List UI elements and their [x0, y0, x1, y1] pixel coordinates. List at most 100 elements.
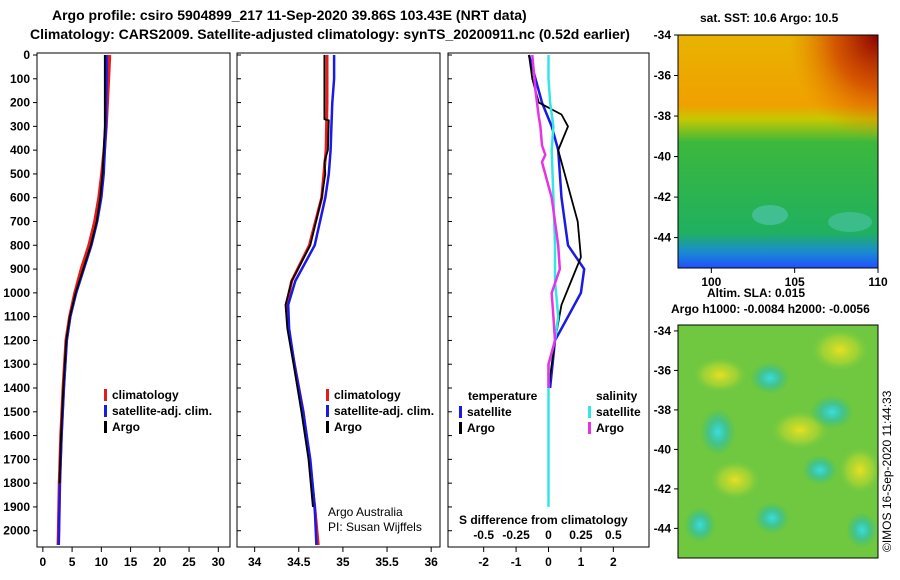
salinity-axis: 34 34.5 35 35.5 36 [237, 54, 438, 569]
legend-climatology: climatology [334, 388, 401, 402]
depth-tick-label: 200 [10, 96, 30, 110]
lat-tick-label: -36 [654, 363, 672, 377]
sla-frame [677, 324, 879, 559]
series-line-temperature-satellite [527, 54, 586, 389]
legend-temperature-heading: temperature [468, 389, 538, 403]
sla-high-patch [709, 460, 761, 500]
legend-t-satellite-swatch [459, 406, 462, 418]
legend-s-satellite-swatch [588, 406, 591, 418]
salinity-series [284, 55, 336, 546]
lat-tick-label: -38 [654, 403, 672, 417]
difference-tick-label: -2 [478, 555, 489, 569]
sla-low-patch [802, 455, 838, 485]
depth-tick-label: 2000 [3, 524, 30, 538]
sst-frame [677, 34, 879, 269]
legend-s-satellite: satellite [596, 405, 641, 419]
sla-low-patch [846, 512, 878, 548]
temperature-tick-label: 15 [124, 555, 138, 569]
temperature-series [56, 54, 112, 546]
annotation-pi: PI: Susan Wijffels [328, 520, 422, 534]
difference-tick-label: 1 [578, 555, 585, 569]
series-line-temperature-argo [528, 54, 582, 389]
depth-tick-label: 1400 [3, 381, 30, 395]
sla-high-patch [810, 328, 870, 372]
depth-tick-label: 500 [10, 167, 30, 181]
temperature-tick-label: 5 [69, 555, 76, 569]
legend-t-argo-swatch [459, 422, 462, 434]
series-line-argo [58, 55, 106, 484]
temperature-legend: climatology satellite-adj. clim. Argo [104, 388, 212, 434]
lat-tick-label: -38 [654, 109, 672, 123]
legend-climatology-swatch [326, 389, 329, 401]
salinity-difference-tick-label: 0.5 [605, 528, 622, 542]
imos-credit: ©IMOS 16-Sep-2020 11:44:33 [880, 390, 894, 552]
sla-lat-axis: -34 -36 -38 -40 -42 -44 [654, 324, 678, 535]
salinity-tick-label: 36 [424, 555, 438, 569]
depth-tick-label: 1700 [3, 452, 30, 466]
salinity-tick-label: 35.5 [375, 555, 399, 569]
legend-climatology: climatology [112, 388, 179, 402]
difference-tick-label: 2 [610, 555, 617, 569]
sst-warm-corner [678, 35, 878, 268]
legend-salinity-heading: salinity [596, 389, 638, 403]
temperature-tick-label: 25 [182, 555, 196, 569]
difference-caption: S difference from climatology [459, 513, 628, 527]
lon-tick-label: 105 [785, 275, 805, 289]
lat-tick-label: -42 [654, 190, 672, 204]
sst-map [677, 34, 879, 269]
lat-tick-label: -40 [654, 442, 672, 456]
salinity-tick-label: 34 [248, 555, 262, 569]
legend-satellite-swatch [326, 405, 329, 417]
depth-tick-label: 600 [10, 191, 30, 205]
salinity-difference-tick-label: 0.25 [569, 528, 593, 542]
lat-tick-label: -40 [654, 150, 672, 164]
depth-tick-label: 1300 [3, 357, 30, 371]
depth-tick-label: 1900 [3, 500, 30, 514]
lat-tick-label: -34 [654, 28, 672, 42]
depth-tick-label: 1200 [3, 333, 30, 347]
legend-satellite-swatch [104, 405, 107, 417]
series-line-argo [284, 55, 330, 507]
salinity-difference-tick-label: -0.5 [473, 528, 494, 542]
sla-high-patch [692, 357, 748, 393]
depth-tick-label: 1600 [3, 429, 30, 443]
depth-tick-label: 400 [10, 143, 30, 157]
sst-lat-axis: -34 -36 -38 -40 -42 -44 [654, 28, 678, 245]
sla-low-patch [810, 395, 854, 429]
sla-low-patch [684, 507, 716, 543]
lat-tick-label: -34 [654, 324, 672, 338]
depth-tick-label: 100 [10, 72, 30, 86]
depth-tick-label: 300 [10, 119, 30, 133]
lat-tick-label: -44 [654, 231, 672, 245]
difference-series [527, 54, 586, 507]
salinity-difference-tick-label: -0.25 [502, 528, 530, 542]
sla-map-title-2: Argo h1000: -0.0084 h2000: -0.0056 [671, 302, 870, 316]
lon-tick-label: 100 [701, 275, 721, 289]
depth-tick-label: 1100 [4, 310, 30, 324]
sla-low-patch [700, 408, 736, 456]
sst-cool-patch [752, 205, 788, 225]
temperature-tick-label: 30 [212, 555, 226, 569]
legend-argo: Argo [112, 420, 140, 434]
legend-s-argo-swatch [588, 422, 591, 434]
lat-tick-label: -42 [654, 482, 672, 496]
difference-legend: temperature salinity satellite Argo sate… [459, 389, 641, 435]
depth-tick-label: 0 [23, 48, 30, 62]
difference-axis: -2 -1 0 1 2 -0.5 -0.25 0 0.25 0.5 [448, 54, 622, 569]
salinity-panel [236, 52, 441, 548]
depth-tick-label: 1800 [3, 476, 30, 490]
legend-satellite-adj-clim: satellite-adj. clim. [112, 404, 212, 418]
depth-tick-label: 800 [10, 238, 30, 252]
header-line-2: Climatology: CARS2009. Satellite-adjuste… [30, 26, 630, 42]
temperature-panel [36, 52, 231, 548]
annotation-argo-australia: Argo Australia [328, 505, 403, 519]
sst-cool-patch [828, 212, 872, 232]
header-line-1: Argo profile: csiro 5904899_217 11-Sep-2… [52, 7, 527, 23]
temperature-tick-label: 10 [95, 555, 109, 569]
sla-low-patch [754, 502, 790, 534]
legend-climatology-swatch [104, 389, 107, 401]
depth-tick-label: 1500 [3, 405, 30, 419]
sla-map-title-1: Altim. SLA: 0.015 [707, 286, 805, 300]
salinity-legend: climatology satellite-adj. clim. Argo [326, 388, 434, 434]
